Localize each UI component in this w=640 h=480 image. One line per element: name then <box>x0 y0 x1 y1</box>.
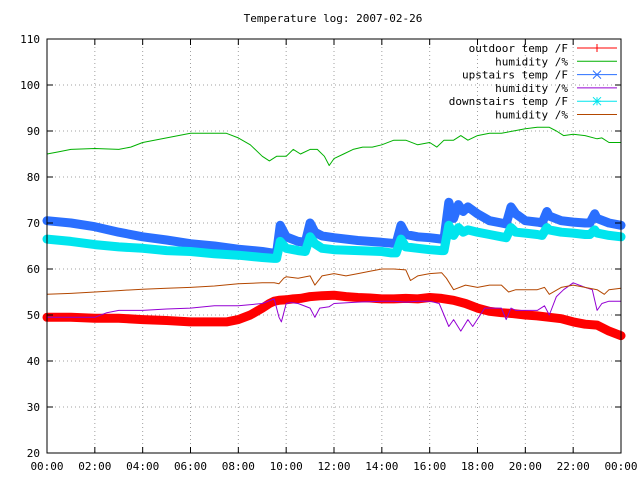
x-tick-label: 00:00 <box>604 460 637 473</box>
y-tick-label: 30 <box>27 401 40 414</box>
series-line-5 <box>42 220 626 263</box>
x-tick-label: 22:00 <box>557 460 590 473</box>
legend-label: downstairs temp /F <box>449 95 568 108</box>
x-tick-label: 12:00 <box>317 460 350 473</box>
series-line-4 <box>46 282 622 332</box>
y-tick-label: 50 <box>27 309 40 322</box>
y-tick-label: 90 <box>27 125 40 138</box>
x-tick-label: 20:00 <box>509 460 542 473</box>
series-group <box>42 126 626 341</box>
series-line-6 <box>46 268 622 295</box>
x-tick-label: 14:00 <box>365 460 398 473</box>
legend-label: humidity /% <box>495 82 568 95</box>
x-tick-label: 18:00 <box>461 460 494 473</box>
x-tick-label: 02:00 <box>78 460 111 473</box>
x-tick-label: 10:00 <box>270 460 303 473</box>
grid <box>47 39 621 453</box>
y-tick-label: 100 <box>20 79 40 92</box>
x-tick-label: 06:00 <box>174 460 207 473</box>
axis-ticks: 20 30 40 50 60 70 80 90 100 110 00:00 02:00 04:00 06:… <box>20 33 637 473</box>
legend-label: outdoor temp /F <box>469 42 568 55</box>
y-tick-label: 60 <box>27 263 40 276</box>
series-line-3 <box>42 197 626 258</box>
x-tick-label: 04:00 <box>126 460 159 473</box>
legend-marker <box>592 70 602 79</box>
legend-label: humidity /% <box>495 55 568 68</box>
series-line-1 <box>42 290 626 341</box>
legend-marker <box>592 96 602 106</box>
x-tick-label: 00:00 <box>30 460 63 473</box>
legend-label: upstairs temp /F <box>462 69 568 82</box>
x-tick-label: 16:00 <box>413 460 446 473</box>
y-tick-label: 70 <box>27 217 40 230</box>
y-tick-label: 110 <box>20 33 40 46</box>
y-tick-label: 20 <box>27 447 40 460</box>
x-tick-label: 08:00 <box>222 460 255 473</box>
y-tick-label: 80 <box>27 171 40 184</box>
y-tick-label: 40 <box>27 355 40 368</box>
series-line-2 <box>46 126 622 166</box>
legend-label: humidity /% <box>495 109 568 122</box>
chart-title: Temperature log: 2007-02-26 <box>244 12 423 25</box>
